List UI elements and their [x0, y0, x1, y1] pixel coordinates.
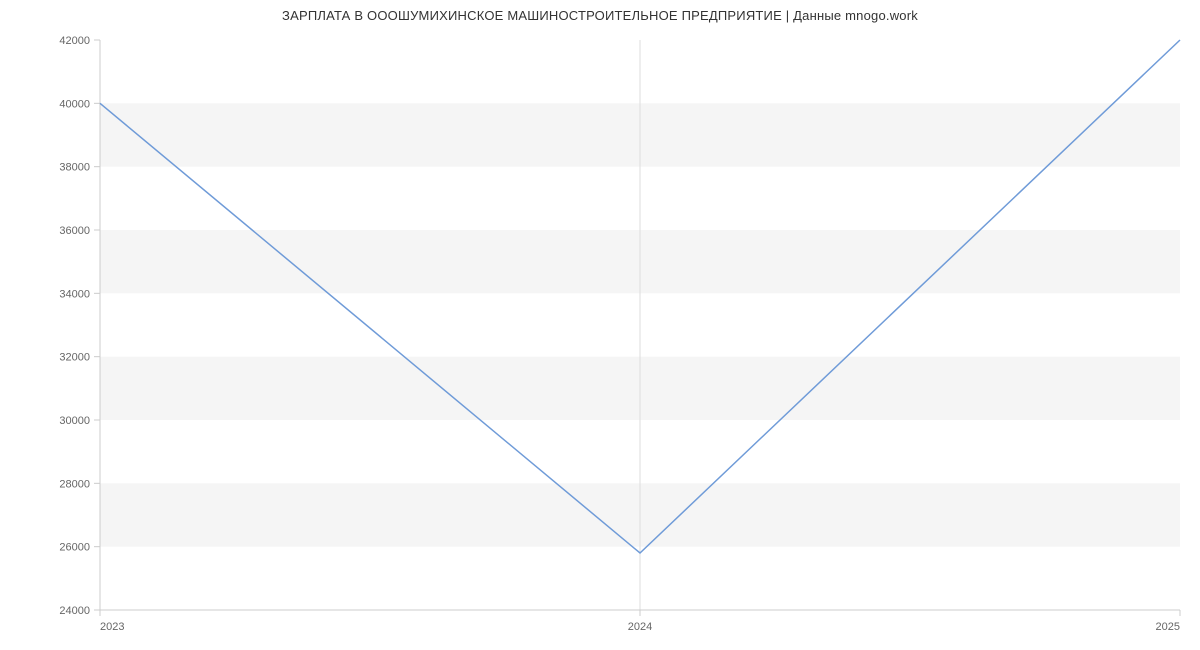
y-tick-label: 26000	[59, 542, 90, 554]
chart-svg: 24000 26000 28000 30000 32000 34000 36000 38000…	[0, 0, 1200, 650]
y-tick-label: 34000	[59, 288, 90, 300]
x-tick-label: 2023	[100, 621, 124, 633]
y-tick-label: 32000	[59, 352, 90, 364]
y-tick-label: 38000	[59, 162, 90, 174]
y-tick-label: 24000	[59, 605, 90, 617]
salary-line-chart: ЗАРПЛАТА В ОООШУМИХИНСКОЕ МАШИНОСТРОИТЕЛ…	[0, 0, 1200, 650]
x-tick-label: 2024	[628, 621, 652, 633]
x-tick-label: 2025	[1156, 621, 1180, 633]
y-tick-label: 30000	[59, 415, 90, 427]
y-tick-label: 36000	[59, 225, 90, 237]
chart-title: ЗАРПЛАТА В ОООШУМИХИНСКОЕ МАШИНОСТРОИТЕЛ…	[0, 8, 1200, 23]
y-tick-label: 28000	[59, 478, 90, 490]
y-tick-label: 42000	[59, 35, 90, 47]
y-tick-label: 40000	[59, 98, 90, 110]
